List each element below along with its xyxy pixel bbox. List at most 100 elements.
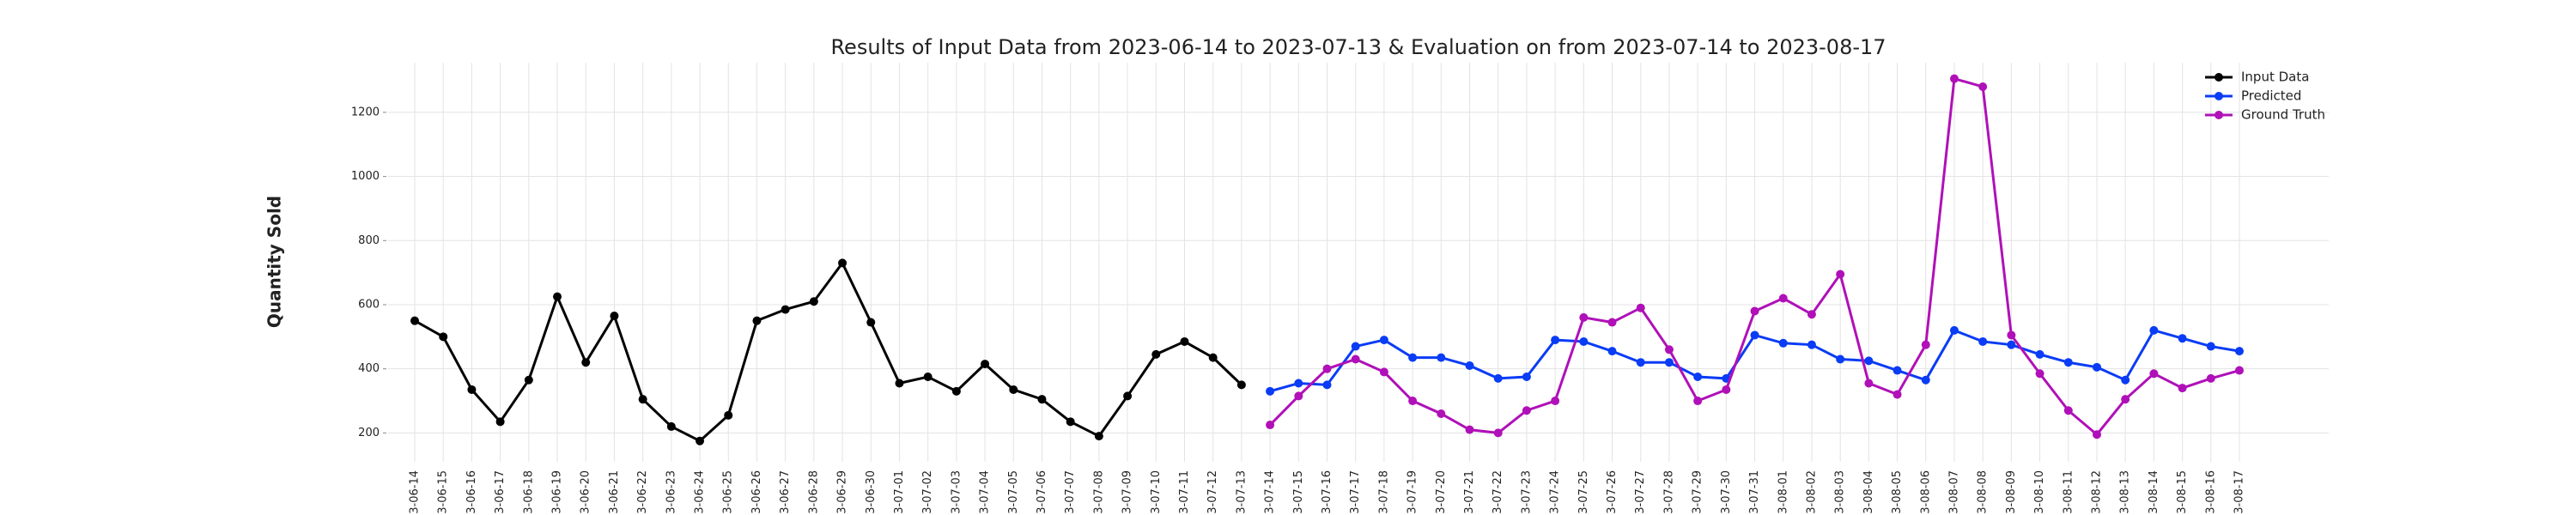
- data-point: [1864, 379, 1874, 388]
- data-point: [1151, 349, 1161, 359]
- x-tick-label: 2023-07-09: [1121, 470, 1134, 515]
- x-tick-label: 2023-07-15: [1292, 470, 1305, 515]
- data-point: [1266, 386, 1275, 396]
- x-tick-label: 2023-07-30: [1720, 470, 1733, 515]
- data-point: [981, 360, 990, 369]
- data-point: [1607, 347, 1617, 356]
- data-point: [1893, 366, 1902, 375]
- data-point: [2235, 347, 2244, 356]
- x-tick-label: 2023-07-11: [1178, 470, 1191, 515]
- x-tick-label: 2023-06-27: [779, 470, 792, 515]
- data-point: [610, 312, 619, 321]
- data-point: [1294, 379, 1303, 388]
- data-point: [951, 386, 961, 396]
- x-tick-label: 2023-06-16: [465, 470, 478, 515]
- x-tick-label: 2023-06-21: [608, 470, 621, 515]
- data-point: [1551, 397, 1560, 406]
- data-point: [1636, 358, 1645, 367]
- data-point: [2206, 373, 2215, 383]
- x-tick-label: 2023-08-08: [1977, 470, 1990, 515]
- x-tick-label: 2023-07-27: [1634, 470, 1647, 515]
- data-point: [2121, 395, 2130, 404]
- y-axis-label: Quantity Sold: [264, 196, 285, 328]
- x-tick-label: 2023-06-23: [665, 470, 677, 515]
- data-point: [467, 385, 477, 394]
- data-point: [1693, 397, 1703, 406]
- data-point: [1493, 373, 1503, 383]
- data-point: [1437, 353, 1446, 362]
- x-tick-label: 2023-07-20: [1435, 470, 1448, 515]
- x-tick-label: 2023-08-04: [1862, 470, 1875, 515]
- data-point: [2092, 430, 2101, 439]
- data-point: [809, 297, 818, 306]
- x-tick-label: 2023-06-24: [694, 470, 707, 515]
- data-point: [553, 292, 562, 301]
- x-tick-label: 2023-06-17: [494, 470, 507, 515]
- data-point: [2007, 340, 2016, 349]
- x-tick-label: 2023-08-05: [1891, 470, 1904, 515]
- x-tick-label: 2023-07-23: [1520, 470, 1533, 515]
- data-point: [1322, 364, 1332, 373]
- data-point: [1351, 354, 1360, 364]
- legend-label: Input Data: [2241, 70, 2309, 85]
- data-point: [2007, 330, 2016, 340]
- x-tick-label: 2023-07-24: [1549, 470, 1562, 515]
- data-point: [1009, 385, 1018, 394]
- data-point: [1551, 336, 1560, 345]
- x-tick-label: 2023-08-06: [1919, 470, 1932, 515]
- x-tick-label: 2023-08-07: [1947, 470, 1960, 515]
- data-point: [1778, 338, 1788, 348]
- x-tick-label: 2023-06-29: [836, 470, 849, 515]
- data-point: [1778, 294, 1788, 303]
- data-point: [1864, 356, 1874, 366]
- x-tick-label: 2023-07-22: [1492, 470, 1504, 515]
- x-tick-label: 2023-07-13: [1235, 470, 1248, 515]
- data-point: [410, 316, 419, 325]
- data-point: [866, 318, 876, 327]
- y-tick-label: 800: [358, 234, 380, 247]
- x-tick-label: 2023-07-01: [893, 470, 906, 515]
- data-point: [2178, 384, 2187, 393]
- x-tick-label: 2023-07-31: [1748, 470, 1761, 515]
- x-tick-label: 2023-07-05: [1007, 470, 1020, 515]
- x-tick-label: 2023-07-26: [1606, 470, 1619, 515]
- data-point: [1836, 354, 1845, 364]
- data-point: [2149, 325, 2159, 335]
- x-tick-label: 2023-07-28: [1662, 470, 1675, 515]
- data-point: [1066, 417, 1075, 427]
- data-point: [2149, 369, 2159, 379]
- x-tick-label: 2023-07-07: [1064, 470, 1077, 515]
- x-tick-label: 2023-07-04: [979, 470, 992, 515]
- legend-marker: [2215, 92, 2223, 100]
- x-tick-label: 2023-08-11: [2062, 470, 2075, 515]
- data-point: [781, 305, 790, 314]
- x-tick-label: 2023-08-10: [2033, 470, 2046, 515]
- y-tick-label: 1000: [351, 170, 380, 183]
- data-point: [1607, 318, 1617, 327]
- data-point: [1750, 330, 1759, 340]
- data-point: [2235, 366, 2244, 375]
- data-point: [1294, 391, 1303, 401]
- data-point: [1236, 380, 1246, 390]
- data-point: [495, 417, 505, 427]
- data-point: [1978, 82, 1988, 92]
- x-tick-label: 2023-08-12: [2090, 470, 2103, 515]
- legend-label: Ground Truth: [2241, 107, 2325, 123]
- data-point: [752, 316, 762, 325]
- data-point: [923, 373, 933, 382]
- data-point: [895, 379, 904, 388]
- data-point: [1949, 74, 1959, 83]
- x-tick-label: 2023-08-17: [2233, 470, 2246, 515]
- data-point: [1408, 397, 1418, 406]
- data-point: [1465, 425, 1474, 434]
- data-point: [1379, 336, 1388, 345]
- x-tick-label: 2023-08-03: [1834, 470, 1847, 515]
- data-point: [1208, 353, 1218, 362]
- x-tick-label: 2023-06-15: [437, 470, 450, 515]
- x-tick-label: 2023-07-19: [1406, 470, 1419, 515]
- x-tick-label: 2023-07-14: [1264, 470, 1277, 515]
- data-point: [1408, 353, 1418, 362]
- data-point: [1722, 385, 1731, 394]
- x-tick-label: 2023-07-08: [1092, 470, 1105, 515]
